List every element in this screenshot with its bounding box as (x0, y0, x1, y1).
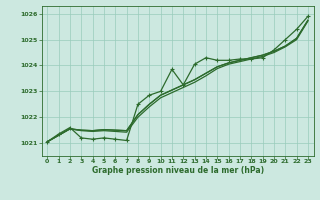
X-axis label: Graphe pression niveau de la mer (hPa): Graphe pression niveau de la mer (hPa) (92, 166, 264, 175)
